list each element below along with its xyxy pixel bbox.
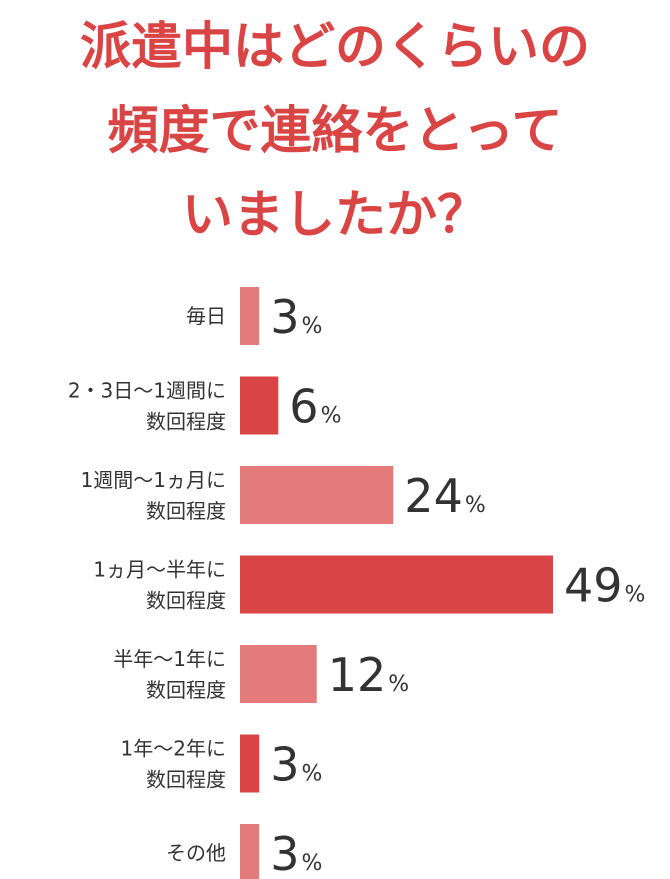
value-label-3: 49% <box>564 559 645 613</box>
bar-0 <box>240 287 260 345</box>
chart-title: 派遣中はどのくらいの 頻度で連絡をとって いましたか？ <box>0 6 670 258</box>
category-label-6-line-0: その他 <box>166 841 226 865</box>
bar-4 <box>240 645 317 703</box>
category-label-6: その他 <box>166 841 226 865</box>
category-label-2-line-0: 1週間〜1ヵ月に <box>81 468 226 492</box>
value-label-4: 12% <box>328 648 409 702</box>
bar-6 <box>240 824 260 879</box>
bar-5 <box>240 734 260 793</box>
bar-1 <box>240 376 279 435</box>
category-label-5: 1年〜2年に数回程度 <box>121 737 226 792</box>
value-label-6: 3% <box>270 827 322 879</box>
category-label-5-line-0: 1年〜2年に <box>121 737 226 761</box>
bar-3 <box>240 555 553 614</box>
chart-title-line-3: いましたか？ <box>181 186 488 245</box>
category-label-4-line-0: 半年〜1年に <box>113 647 226 671</box>
value-label-0: 3% <box>270 290 322 344</box>
category-label-3-line-0: 1ヵ月〜半年に <box>93 558 226 582</box>
chart-marks: 毎日 3%2・3日〜1週間に数回程度 6%1週間〜1ヵ月に数回程度 24%1ヵ月〜半年… <box>68 287 645 879</box>
category-label-3: 1ヵ月〜半年に数回程度 <box>93 558 226 613</box>
category-label-4-line-1: 数回程度 <box>146 678 226 702</box>
category-label-1-line-0: 2・3日〜1週間に <box>68 379 226 403</box>
value-label-2: 24% <box>404 469 485 523</box>
chart-title-line-1: 派遣中はどのくらいの <box>79 18 590 77</box>
category-label-2-line-1: 数回程度 <box>146 499 226 523</box>
chart-title-line-2: 頻度で連絡をとって <box>107 102 563 161</box>
category-label-1: 2・3日〜1週間に数回程度 <box>68 379 226 434</box>
value-label-5: 3% <box>270 738 322 792</box>
category-label-0: 毎日 <box>186 304 226 328</box>
category-label-2: 1週間〜1ヵ月に数回程度 <box>81 468 226 523</box>
category-label-4: 半年〜1年に数回程度 <box>113 647 226 702</box>
category-label-1-line-1: 数回程度 <box>146 410 226 434</box>
bar-2 <box>240 466 394 524</box>
value-label-1: 6% <box>289 380 341 434</box>
category-label-0-line-0: 毎日 <box>186 304 226 328</box>
category-label-3-line-1: 数回程度 <box>146 589 226 613</box>
category-label-5-line-1: 数回程度 <box>146 768 226 792</box>
